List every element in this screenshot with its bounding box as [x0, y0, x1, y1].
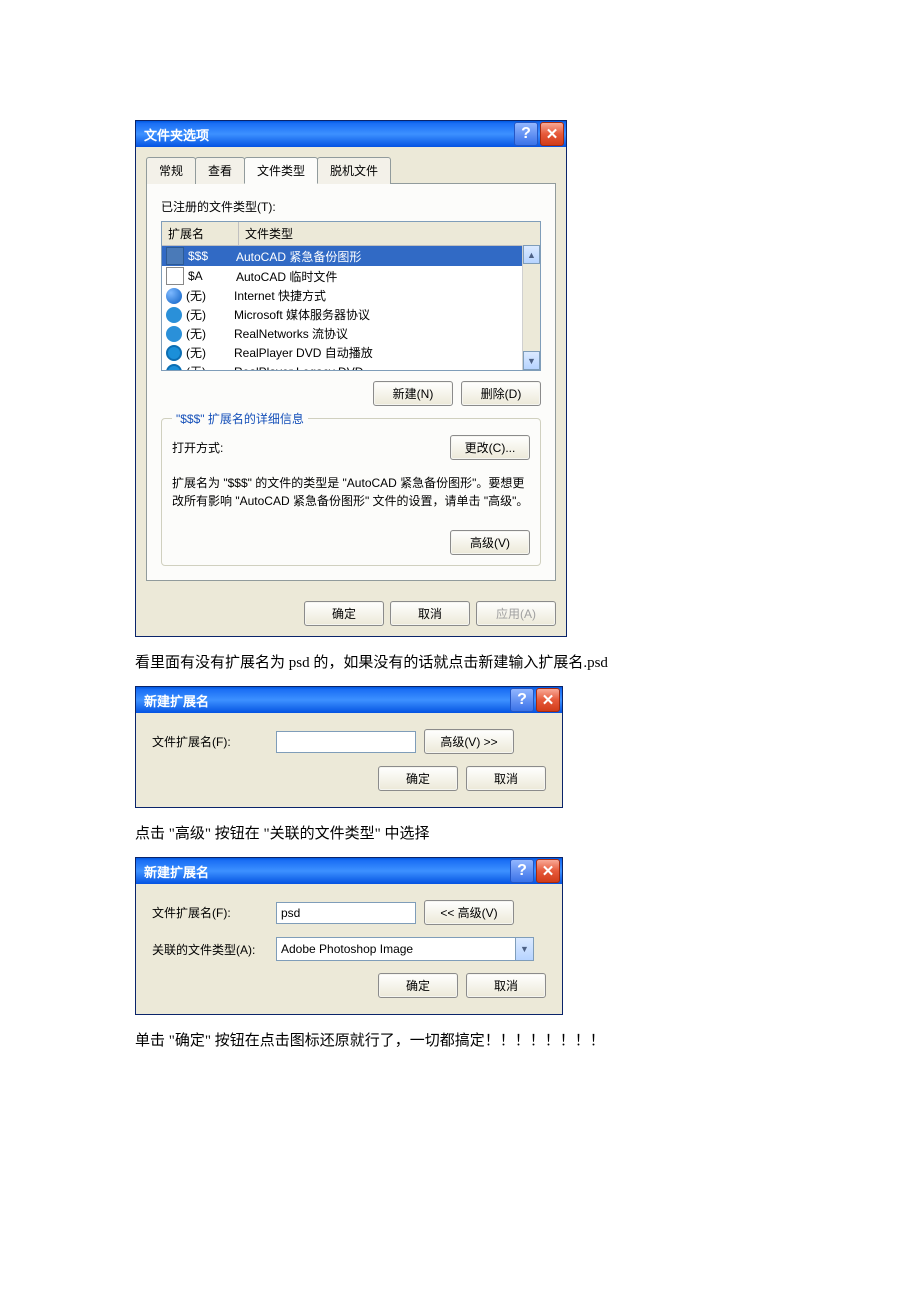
type-cell: Internet 快捷方式 — [234, 287, 536, 304]
filetype-icon — [166, 247, 184, 265]
ok-button[interactable]: 确定 — [304, 601, 384, 626]
new-ext-dialog-1: 新建扩展名 ? ✕ 文件扩展名(F): 高级(V) >> 确定 取消 — [135, 686, 563, 808]
help-button[interactable]: ? — [510, 688, 534, 712]
list-item[interactable]: (无)RealPlayer DVD 自动播放 — [162, 343, 540, 362]
type-cell: RealPlayer DVD 自动播放 — [234, 344, 536, 361]
cancel-button[interactable]: 取消 — [390, 601, 470, 626]
cancel-button[interactable]: 取消 — [466, 766, 546, 791]
cancel-button[interactable]: 取消 — [466, 973, 546, 998]
scroll-up[interactable]: ▲ — [523, 245, 540, 264]
assoc-label: 关联的文件类型(A): — [152, 941, 276, 958]
filetype-listbox[interactable]: 扩展名 文件类型 $$$AutoCAD 紧急备份图形$AAutoCAD 临时文件… — [161, 221, 541, 371]
ext-input[interactable] — [276, 731, 416, 753]
type-cell: AutoCAD 临时文件 — [236, 268, 536, 285]
titlebar: 新建扩展名 ? ✕ — [136, 687, 562, 713]
col-ext-header[interactable]: 扩展名 — [162, 222, 239, 245]
ok-button[interactable]: 确定 — [378, 973, 458, 998]
help-button[interactable]: ? — [510, 859, 534, 883]
filetype-icon — [166, 345, 182, 361]
list-rows: $$$AutoCAD 紧急备份图形$AAutoCAD 临时文件(无)Intern… — [162, 246, 540, 371]
close-button[interactable]: ✕ — [536, 859, 560, 883]
filetype-icon — [166, 326, 182, 342]
dialog-title: 新建扩展名 — [144, 691, 510, 710]
filetype-icon — [166, 307, 182, 323]
tab-body-filetypes: 已注册的文件类型(T): 扩展名 文件类型 $$$AutoCAD 紧急备份图形$… — [146, 183, 556, 581]
type-cell: RealPlayer Legacy DVD — [234, 365, 536, 372]
assoc-select[interactable]: Adobe Photoshop Image ▼ — [276, 937, 534, 961]
tab-filetypes[interactable]: 文件类型 — [244, 157, 318, 184]
tab-offline[interactable]: 脱机文件 — [317, 157, 391, 184]
type-cell: Microsoft 媒体服务器协议 — [234, 306, 536, 323]
tab-view[interactable]: 查看 — [195, 157, 245, 184]
list-item[interactable]: (无)RealNetworks 流协议 — [162, 324, 540, 343]
list-header: 扩展名 文件类型 — [162, 222, 540, 246]
list-item[interactable]: (无)Microsoft 媒体服务器协议 — [162, 305, 540, 324]
chevron-down-icon: ▼ — [515, 938, 533, 960]
dialog-title: 新建扩展名 — [144, 862, 510, 881]
ext-cell: (无) — [186, 344, 234, 361]
scrollbar[interactable]: ▲ ▼ — [522, 245, 540, 370]
ext-input[interactable] — [276, 902, 416, 924]
type-cell: RealNetworks 流协议 — [234, 325, 536, 342]
list-item[interactable]: (无)RealPlayer Legacy DVD — [162, 362, 540, 371]
ext-cell: (无) — [186, 306, 234, 323]
open-with-label: 打开方式: — [172, 439, 450, 456]
col-type-header[interactable]: 文件类型 — [239, 222, 540, 245]
titlebar: 文件夹选项 ? ✕ — [136, 121, 566, 147]
ext-cell: $A — [188, 269, 236, 283]
close-button[interactable]: ✕ — [536, 688, 560, 712]
new-button[interactable]: 新建(N) — [373, 381, 453, 406]
titlebar: 新建扩展名 ? ✕ — [136, 858, 562, 884]
list-item[interactable]: $AAutoCAD 临时文件 — [162, 266, 540, 286]
scroll-down[interactable]: ▼ — [523, 351, 540, 370]
change-button[interactable]: 更改(C)... — [450, 435, 530, 460]
advanced-button[interactable]: 高级(V) — [450, 530, 530, 555]
ext-label: 文件扩展名(F): — [152, 904, 276, 921]
filetype-icon — [166, 364, 182, 372]
instruction-text-3: 单击 "确定" 按钮在点击图标还原就行了，一切都搞定！！！！！！！！ — [135, 1029, 695, 1050]
new-ext-dialog-2: 新建扩展名 ? ✕ 文件扩展名(F): << 高级(V) 关联的文件类型(A):… — [135, 857, 563, 1015]
ext-cell: $$$ — [188, 249, 236, 263]
advanced-expand-button[interactable]: 高级(V) >> — [424, 729, 514, 754]
filetype-icon — [166, 267, 184, 285]
instruction-text-2: 点击 "高级" 按钮在 "关联的文件类型" 中选择 — [135, 822, 695, 843]
assoc-value: Adobe Photoshop Image — [281, 942, 413, 956]
delete-button[interactable]: 删除(D) — [461, 381, 541, 406]
instruction-text-1: 看里面有没有扩展名为 psd 的，如果没有的话就点击新建输入扩展名.psd — [135, 651, 695, 672]
ext-cell: (无) — [186, 325, 234, 342]
type-cell: AutoCAD 紧急备份图形 — [236, 248, 536, 265]
close-button[interactable]: ✕ — [540, 122, 564, 146]
list-buttons: 新建(N) 删除(D) — [161, 381, 541, 406]
tab-general[interactable]: 常规 — [146, 157, 196, 184]
description-text: 扩展名为 "$$$" 的文件的类型是 "AutoCAD 紧急备份图形"。要想更改… — [172, 474, 530, 510]
ext-label: 文件扩展名(F): — [152, 733, 276, 750]
groupbox-legend: "$$$" 扩展名的详细信息 — [172, 410, 308, 427]
help-button[interactable]: ? — [514, 122, 538, 146]
tab-strip: 常规 查看 文件类型 脱机文件 — [146, 157, 556, 184]
advanced-collapse-button[interactable]: << 高级(V) — [424, 900, 514, 925]
details-groupbox: "$$$" 扩展名的详细信息 打开方式: 更改(C)... 扩展名为 "$$$"… — [161, 418, 541, 566]
apply-button[interactable]: 应用(A) — [476, 601, 556, 626]
dialog-footer: 确定 取消 应用(A) — [136, 591, 566, 636]
ext-cell: (无) — [186, 287, 234, 304]
ok-button[interactable]: 确定 — [378, 766, 458, 791]
filetype-icon — [166, 288, 182, 304]
list-item[interactable]: $$$AutoCAD 紧急备份图形 — [162, 246, 540, 266]
dialog-title: 文件夹选项 — [144, 125, 514, 144]
ext-cell: (无) — [186, 363, 234, 371]
folder-options-dialog: 文件夹选项 ? ✕ 常规 查看 文件类型 脱机文件 已注册的文件类型(T): 扩… — [135, 120, 567, 637]
list-item[interactable]: (无)Internet 快捷方式 — [162, 286, 540, 305]
registered-label: 已注册的文件类型(T): — [161, 198, 541, 215]
